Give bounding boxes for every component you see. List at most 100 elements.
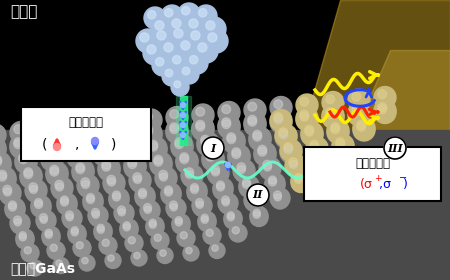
- Circle shape: [157, 248, 173, 263]
- Circle shape: [269, 178, 276, 186]
- Circle shape: [228, 144, 250, 167]
- Circle shape: [149, 140, 158, 149]
- Circle shape: [41, 147, 63, 169]
- Circle shape: [374, 87, 396, 109]
- Circle shape: [284, 145, 292, 154]
- Circle shape: [77, 174, 99, 197]
- Circle shape: [239, 178, 259, 197]
- Circle shape: [275, 125, 297, 146]
- Circle shape: [170, 201, 177, 209]
- Circle shape: [202, 137, 224, 159]
- Circle shape: [197, 134, 219, 156]
- Circle shape: [63, 211, 81, 229]
- Circle shape: [40, 122, 49, 131]
- Circle shape: [198, 211, 216, 230]
- Circle shape: [384, 137, 406, 159]
- Circle shape: [186, 248, 192, 254]
- Circle shape: [108, 178, 116, 186]
- Circle shape: [258, 147, 267, 156]
- Circle shape: [40, 137, 49, 146]
- Circle shape: [289, 158, 297, 167]
- Circle shape: [265, 173, 285, 193]
- Circle shape: [171, 137, 193, 158]
- Circle shape: [311, 152, 333, 174]
- Circle shape: [91, 137, 99, 144]
- Circle shape: [24, 247, 32, 254]
- Circle shape: [196, 107, 205, 116]
- Circle shape: [250, 209, 268, 227]
- Circle shape: [67, 144, 89, 167]
- Circle shape: [180, 123, 185, 127]
- Circle shape: [274, 194, 281, 201]
- Circle shape: [190, 183, 198, 192]
- Circle shape: [131, 250, 147, 266]
- Circle shape: [124, 155, 146, 176]
- Circle shape: [270, 109, 292, 132]
- Circle shape: [160, 250, 166, 256]
- Circle shape: [248, 196, 255, 203]
- Circle shape: [253, 209, 261, 216]
- Circle shape: [134, 176, 141, 183]
- Circle shape: [271, 191, 289, 209]
- Circle shape: [140, 33, 149, 42]
- Circle shape: [218, 115, 240, 137]
- Circle shape: [180, 113, 185, 118]
- Circle shape: [114, 125, 136, 146]
- Circle shape: [174, 29, 183, 38]
- Circle shape: [175, 219, 182, 226]
- Circle shape: [322, 106, 344, 129]
- Circle shape: [165, 188, 172, 196]
- Circle shape: [161, 183, 181, 203]
- Circle shape: [244, 114, 266, 136]
- Circle shape: [71, 227, 78, 234]
- Circle shape: [254, 142, 276, 164]
- Circle shape: [92, 117, 101, 126]
- Circle shape: [165, 186, 172, 194]
- Circle shape: [88, 114, 110, 136]
- Circle shape: [357, 122, 366, 131]
- Circle shape: [50, 167, 58, 176]
- Circle shape: [26, 183, 46, 202]
- Circle shape: [50, 244, 57, 251]
- Circle shape: [154, 234, 162, 241]
- Circle shape: [212, 168, 220, 176]
- Circle shape: [161, 185, 181, 205]
- Circle shape: [192, 117, 214, 139]
- Circle shape: [209, 242, 225, 258]
- Circle shape: [219, 196, 237, 214]
- Circle shape: [301, 122, 323, 144]
- Circle shape: [176, 150, 198, 171]
- Polygon shape: [290, 50, 450, 280]
- Circle shape: [117, 206, 126, 214]
- Circle shape: [244, 99, 266, 121]
- Circle shape: [102, 162, 111, 171]
- Circle shape: [202, 147, 224, 169]
- Circle shape: [140, 122, 162, 144]
- Circle shape: [170, 123, 179, 132]
- Text: II: II: [253, 190, 263, 200]
- Circle shape: [109, 190, 129, 210]
- Circle shape: [327, 120, 349, 141]
- Circle shape: [25, 179, 47, 202]
- Text: 鉄探針: 鉄探針: [10, 4, 37, 20]
- Text: I: I: [211, 143, 216, 153]
- Circle shape: [144, 204, 152, 211]
- Circle shape: [20, 167, 42, 188]
- Circle shape: [216, 183, 225, 191]
- Circle shape: [148, 11, 156, 19]
- Circle shape: [66, 120, 75, 129]
- Circle shape: [326, 108, 335, 116]
- Circle shape: [191, 31, 200, 40]
- Circle shape: [0, 182, 21, 204]
- Circle shape: [102, 160, 111, 169]
- Circle shape: [274, 100, 283, 109]
- Circle shape: [201, 216, 208, 223]
- Circle shape: [41, 149, 63, 171]
- Circle shape: [244, 112, 266, 134]
- Circle shape: [45, 150, 54, 159]
- Circle shape: [140, 109, 162, 131]
- Circle shape: [19, 232, 27, 239]
- Circle shape: [88, 129, 110, 151]
- Circle shape: [86, 193, 94, 202]
- Circle shape: [315, 155, 324, 164]
